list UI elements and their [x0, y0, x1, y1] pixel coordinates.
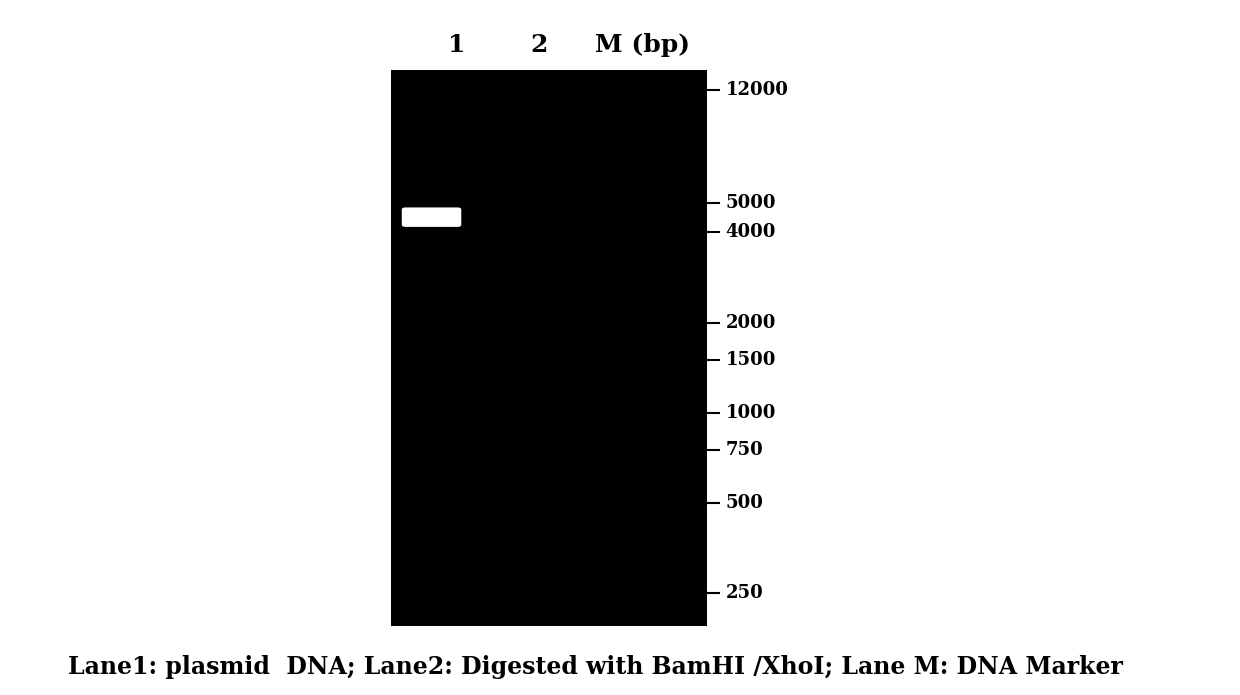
FancyBboxPatch shape [402, 207, 461, 227]
Text: 1000: 1000 [725, 404, 776, 422]
Text: 500: 500 [725, 494, 764, 512]
Text: 1500: 1500 [725, 351, 776, 369]
Text: 250: 250 [725, 584, 763, 602]
Text: 5000: 5000 [725, 195, 776, 213]
Text: Lane1: plasmid  DNA; Lane2: Digested with BamHI /XhoI; Lane M: DNA Marker: Lane1: plasmid DNA; Lane2: Digested with… [68, 655, 1123, 679]
Text: 750: 750 [725, 441, 763, 459]
Text: M (bp): M (bp) [595, 33, 689, 57]
Text: 2: 2 [531, 33, 548, 57]
Text: 4000: 4000 [725, 224, 776, 241]
Bar [391, 70, 707, 626]
Text: 2000: 2000 [725, 313, 776, 332]
Text: 12000: 12000 [725, 81, 789, 99]
Text: 1: 1 [448, 33, 465, 57]
